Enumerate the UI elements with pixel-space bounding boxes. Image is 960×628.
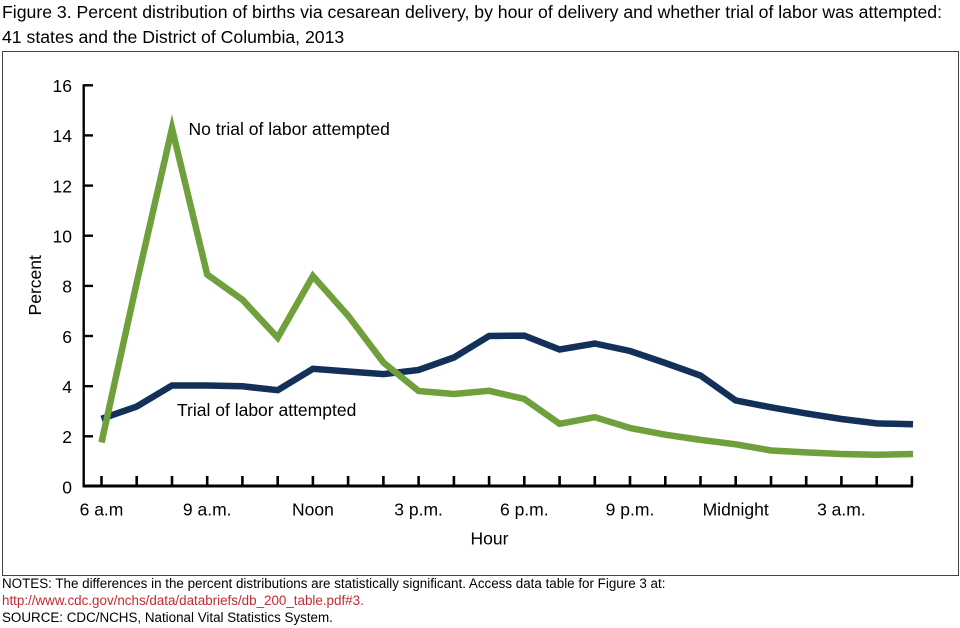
svg-text:9 p.m.: 9 p.m. [606, 500, 655, 520]
svg-text:10: 10 [53, 227, 73, 247]
svg-text:6: 6 [62, 327, 72, 347]
svg-text:Noon: Noon [292, 500, 334, 520]
svg-text:8: 8 [62, 277, 72, 297]
svg-text:9 a.m.: 9 a.m. [183, 500, 232, 520]
svg-text:3 p.m.: 3 p.m. [394, 500, 443, 520]
svg-text:12: 12 [53, 176, 72, 196]
svg-text:0: 0 [62, 477, 72, 497]
svg-text:4: 4 [62, 377, 72, 397]
svg-text:Hour: Hour [471, 529, 509, 549]
svg-text:Trial of labor attempted: Trial of labor attempted [177, 400, 356, 420]
svg-text:16: 16 [53, 76, 72, 96]
svg-text:No trial of labor attempted: No trial of labor attempted [189, 119, 390, 139]
svg-text:2: 2 [62, 427, 72, 447]
svg-text:3 a.m.: 3 a.m. [817, 500, 866, 520]
svg-text:6 a.m: 6 a.m [80, 500, 124, 520]
svg-text:Midnight: Midnight [703, 500, 769, 520]
svg-text:Percent: Percent [25, 255, 45, 315]
svg-text:6 p.m.: 6 p.m. [500, 500, 549, 520]
svg-text:14: 14 [53, 126, 73, 146]
